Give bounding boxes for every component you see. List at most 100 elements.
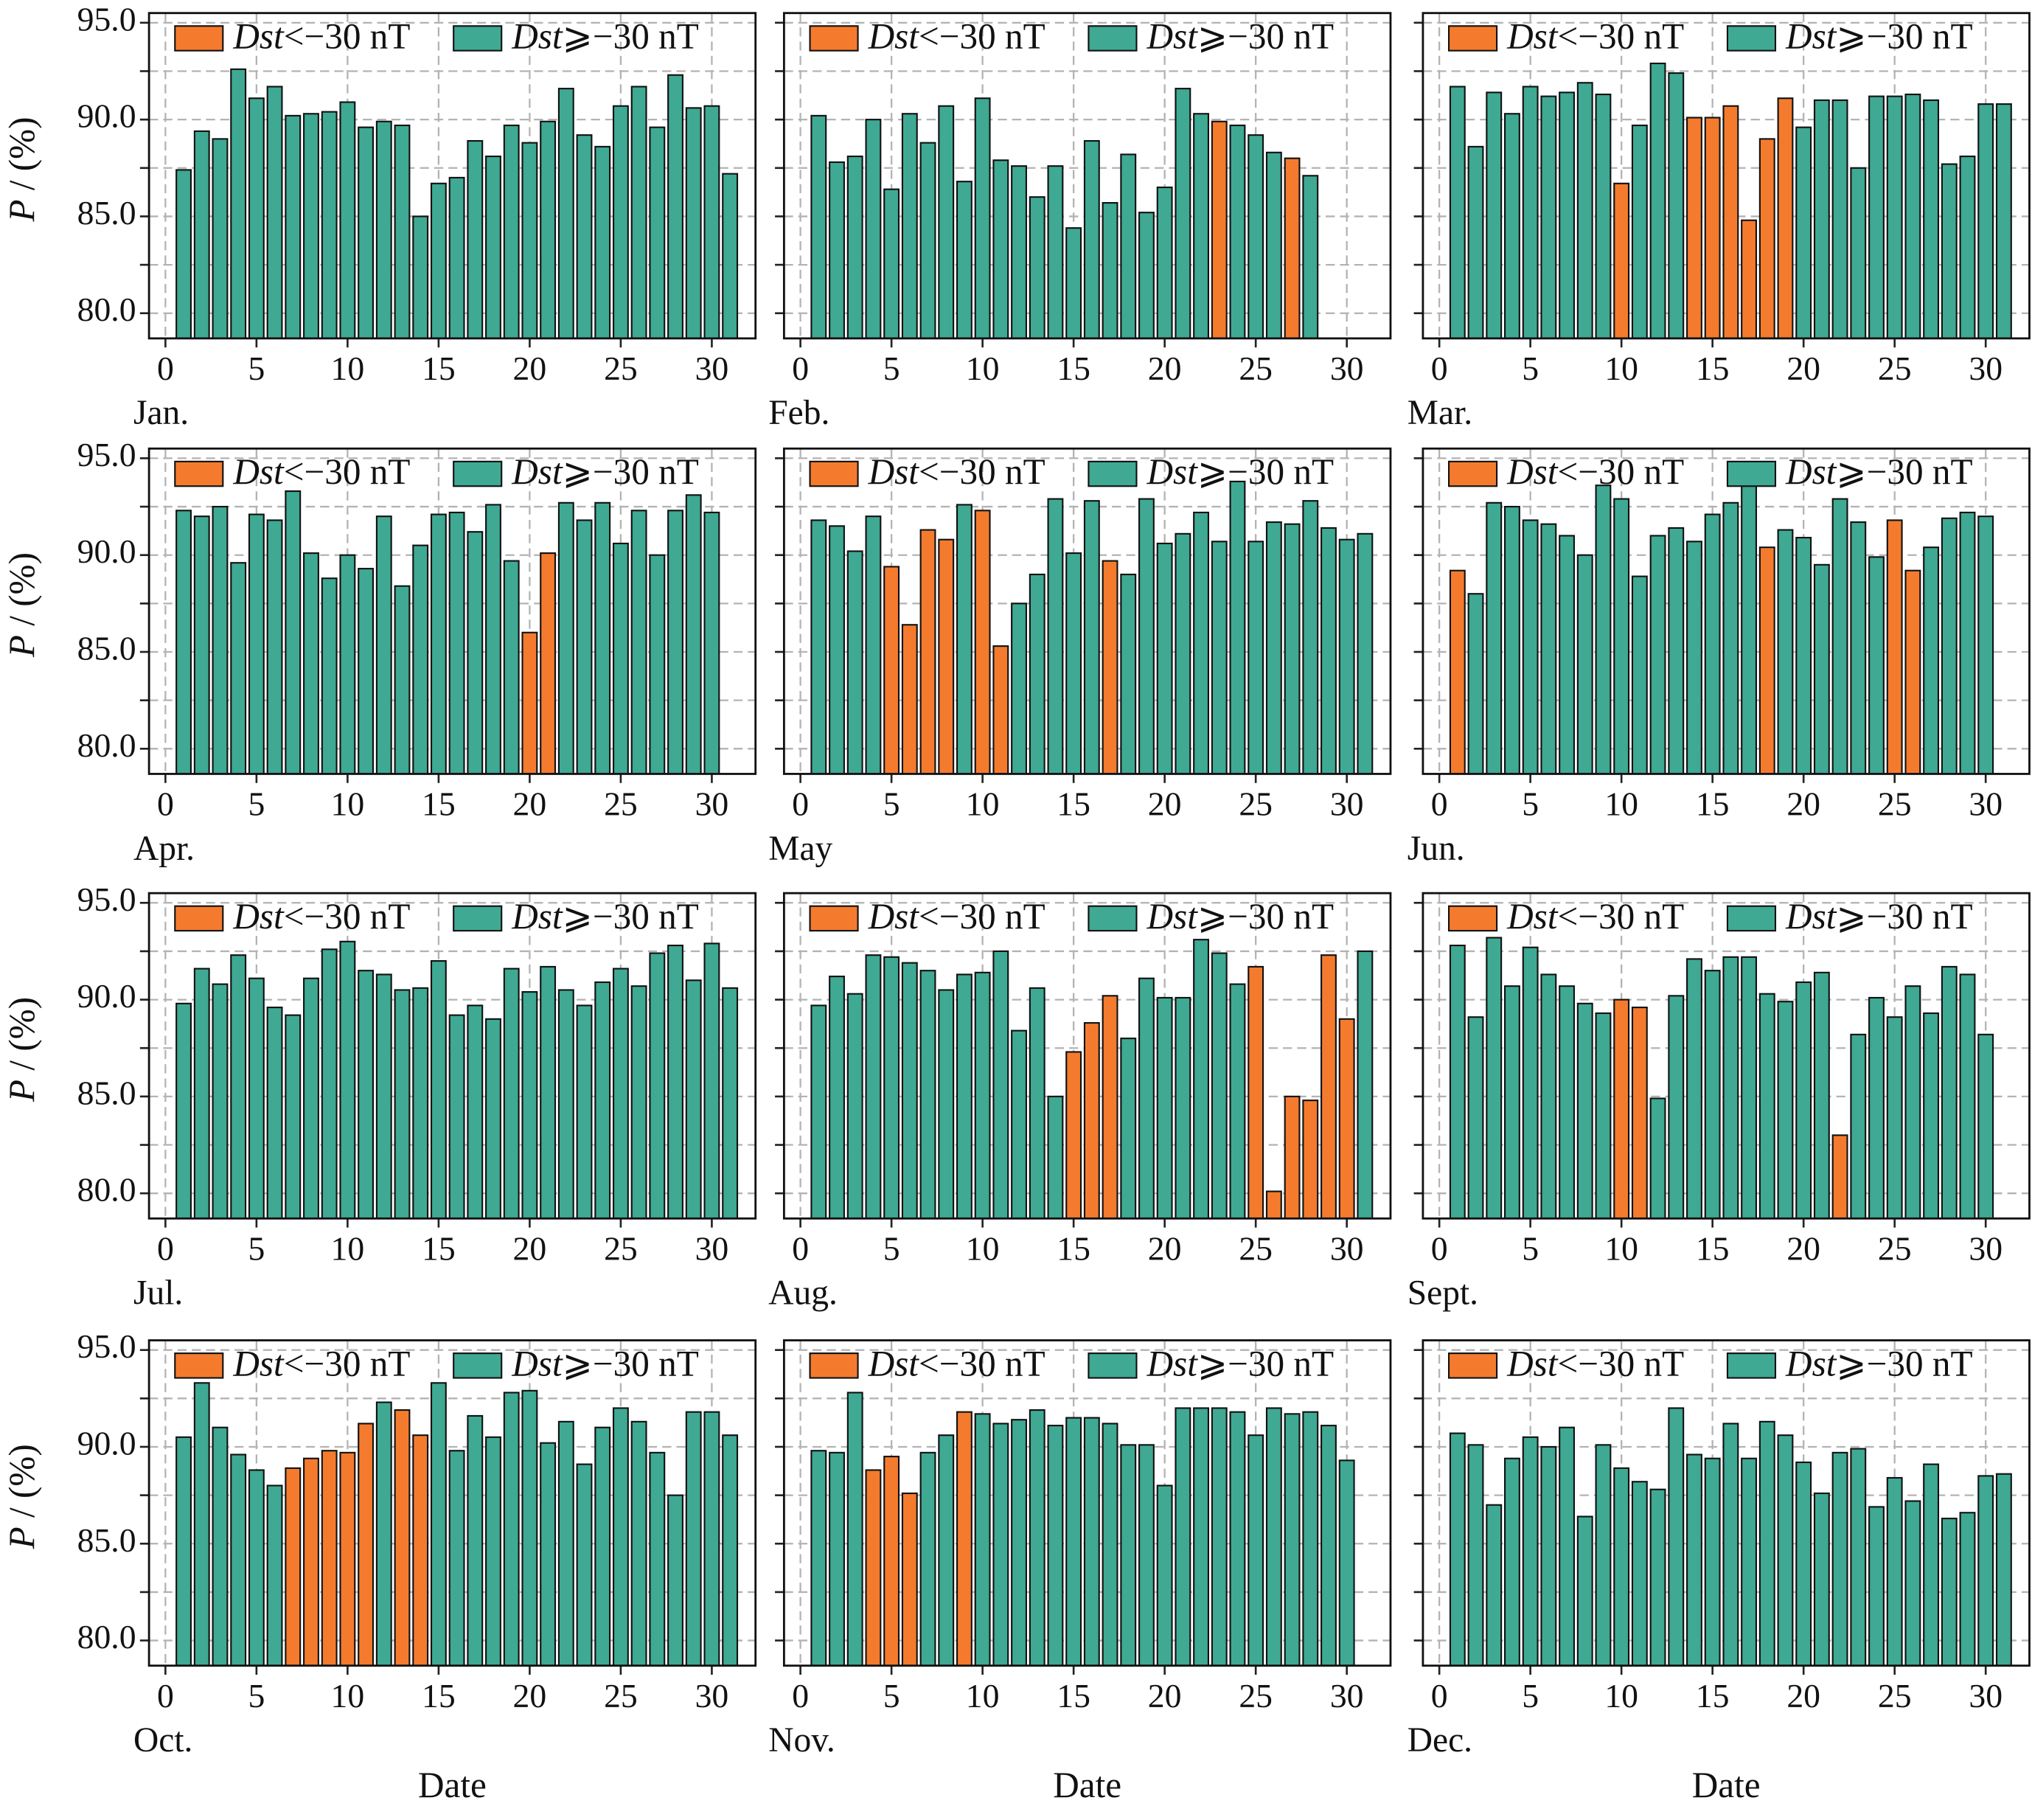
x-tick-label: 0 — [792, 1677, 809, 1715]
bar — [375, 515, 392, 775]
bar — [1923, 1012, 1940, 1220]
bar — [667, 1494, 683, 1667]
y-tick-label: 80.0 — [77, 1618, 136, 1656]
bar — [1649, 1488, 1666, 1667]
bar — [1357, 532, 1374, 775]
x-tick-label: 15 — [1057, 1230, 1090, 1268]
bar — [1504, 506, 1520, 775]
bar — [1284, 1413, 1301, 1667]
bar — [394, 989, 411, 1220]
bar — [1722, 956, 1739, 1220]
bar — [1613, 998, 1630, 1220]
bar — [1156, 542, 1173, 775]
bar — [1559, 91, 1575, 339]
bar — [1467, 593, 1484, 775]
bar — [285, 114, 302, 339]
bar — [846, 1392, 863, 1667]
bar — [557, 501, 574, 775]
bar — [576, 1004, 593, 1220]
bar — [1302, 175, 1319, 339]
plain-part: <−30 nT — [919, 896, 1045, 937]
x-tick-label: 25 — [1878, 1677, 1912, 1715]
plain-part: ⩾−30 nT — [1197, 896, 1334, 937]
bar — [1686, 1453, 1702, 1667]
bar — [1540, 1445, 1557, 1667]
x-axis-label: Date — [1053, 1765, 1121, 1805]
legend-label: Dst⩾−30 nT — [1147, 451, 1334, 492]
bar — [248, 97, 265, 339]
bar — [1467, 1016, 1484, 1220]
x-tick-label: 15 — [422, 350, 456, 387]
bar — [193, 130, 210, 339]
y-tick-label: 80.0 — [77, 1171, 136, 1209]
bar — [503, 124, 520, 339]
y-tick-label: 95.0 — [77, 436, 136, 473]
bar — [1248, 134, 1264, 339]
x-tick-label: 5 — [883, 785, 900, 823]
x-tick-label: 0 — [792, 1230, 809, 1268]
bar — [1029, 1409, 1045, 1667]
x-tick-label: 0 — [792, 350, 809, 387]
bar — [1467, 145, 1484, 339]
legend-label: Dst<−30 nT — [868, 451, 1045, 492]
plain-part: / (%) — [1, 997, 42, 1080]
bar — [1923, 1463, 1940, 1667]
bar — [412, 215, 429, 339]
bar — [1704, 513, 1721, 775]
x-tick-label: 30 — [1969, 1677, 2003, 1715]
bar — [1722, 1423, 1739, 1667]
bar — [175, 1436, 192, 1667]
x-tick-label: 10 — [966, 1677, 1000, 1715]
bar — [1486, 91, 1503, 339]
bar — [1668, 1407, 1685, 1667]
x-tick-label: 25 — [604, 1677, 638, 1715]
bar — [1631, 124, 1648, 339]
bar — [919, 1451, 936, 1667]
legend-swatch — [1088, 460, 1138, 487]
x-tick-label: 15 — [422, 1677, 456, 1715]
bar — [339, 940, 356, 1220]
axes-frame — [1422, 892, 2031, 1220]
italic-part: P — [1, 635, 42, 658]
x-tick-label: 10 — [1604, 1677, 1638, 1715]
bar — [865, 515, 882, 775]
y-tick-label: 85.0 — [77, 1521, 136, 1559]
bar — [667, 510, 683, 775]
plain-part: / (%) — [1, 1444, 42, 1526]
bar — [1959, 973, 1976, 1220]
bar — [1102, 995, 1118, 1220]
x-tick-label: 20 — [513, 1230, 547, 1268]
bar — [810, 114, 827, 339]
bar — [956, 181, 972, 339]
bar — [1248, 1434, 1264, 1667]
bar — [1595, 1444, 1612, 1667]
bar — [810, 519, 827, 775]
bar — [412, 1434, 429, 1667]
bar — [1777, 529, 1794, 775]
x-tick-label: 20 — [1786, 350, 1820, 387]
plain-part: <−30 nT — [284, 16, 411, 57]
bar — [865, 954, 882, 1220]
bar — [1522, 519, 1539, 775]
bar — [1522, 86, 1539, 339]
bar — [1083, 1417, 1100, 1667]
bar — [321, 577, 338, 775]
x-tick-label: 25 — [604, 785, 638, 823]
legend-swatch — [174, 905, 224, 932]
panel-label: May — [768, 830, 832, 868]
bar — [193, 515, 210, 775]
bar — [321, 948, 338, 1220]
bar — [485, 1018, 501, 1220]
bar — [1649, 1097, 1666, 1220]
bar — [230, 562, 247, 775]
x-tick-label: 20 — [1148, 350, 1182, 387]
bar — [956, 1411, 972, 1667]
bar — [1668, 72, 1685, 339]
axes-frame — [1422, 447, 2031, 775]
x-tick-label: 0 — [1431, 785, 1448, 823]
bar — [285, 1014, 302, 1220]
bar — [1540, 523, 1557, 775]
bar — [612, 1407, 629, 1667]
plain-part: <−30 nT — [1558, 16, 1685, 57]
x-tick-label: 30 — [1969, 785, 2003, 823]
